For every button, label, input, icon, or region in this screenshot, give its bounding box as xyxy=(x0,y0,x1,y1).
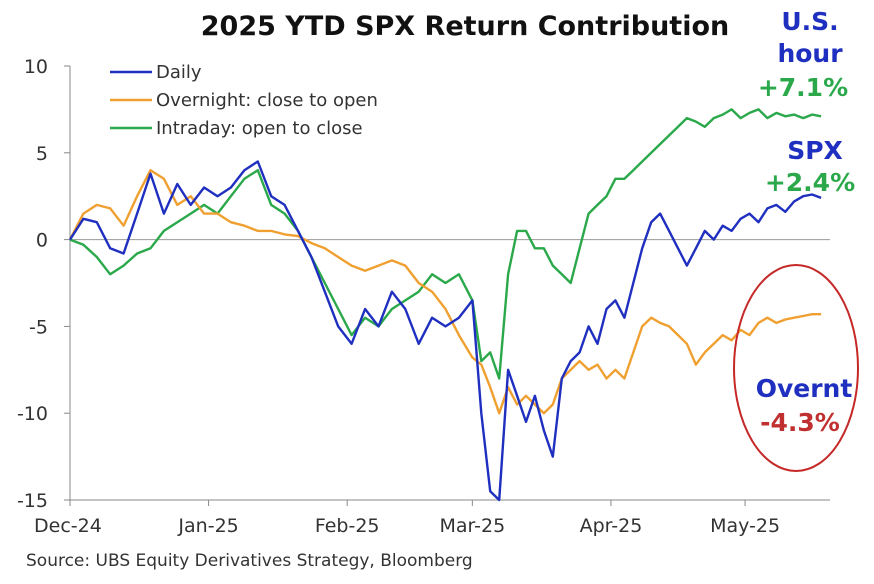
x-tick-label: Feb-25 xyxy=(315,515,380,537)
y-tick-label: 10 xyxy=(24,56,48,78)
annotation-spx_label: SPX xyxy=(787,136,843,165)
series-group xyxy=(68,108,822,502)
legend: Daily Overnight: close to open Intraday: o… xyxy=(110,62,378,139)
x-tick-label: Apr-25 xyxy=(580,515,643,537)
axes: 10 5 0 -5 -10 -15 Dec-24 Jan-25 Feb-25 Mar-25 Apr-… xyxy=(17,56,830,537)
annotation-spx_val: +2.4% xyxy=(765,168,855,197)
annotation-us_hour_1: U.S. xyxy=(781,7,838,36)
annotation-intraday_val: +7.1% xyxy=(758,73,848,102)
y-tick-label: 5 xyxy=(36,143,48,165)
series-line-overnight xyxy=(68,168,822,415)
x-tick-label: Jan-25 xyxy=(177,515,238,537)
y-tick-label: -5 xyxy=(29,316,48,338)
chart-title: 2025 YTD SPX Return Contribution xyxy=(201,11,730,42)
annotations: U.S. hour +7.1% SPX +2.4% Overnt -4.3% xyxy=(733,7,859,472)
y-tick-label: -15 xyxy=(17,490,48,512)
overnight-highlight-circle xyxy=(733,264,859,472)
legend-label: Overnight: close to open xyxy=(156,90,378,111)
source-note: Source: UBS Equity Derivatives Strategy,… xyxy=(26,551,473,571)
annotation-overnt_label: Overnt xyxy=(756,374,853,403)
x-tick-label: Dec-24 xyxy=(34,515,102,537)
y-tick-label: 0 xyxy=(36,230,48,252)
annotation-overnt_val: -4.3% xyxy=(760,408,840,437)
annotation-us_hour_2: hour xyxy=(777,39,843,68)
legend-label: Intraday: open to close xyxy=(156,118,363,139)
x-tick-label: Mar-25 xyxy=(440,515,506,537)
series-line-intraday xyxy=(69,108,822,380)
series-line-daily xyxy=(68,160,822,502)
legend-label: Daily xyxy=(156,62,202,83)
x-tick-label: May-25 xyxy=(710,515,780,537)
y-tick-label: -10 xyxy=(17,403,48,425)
